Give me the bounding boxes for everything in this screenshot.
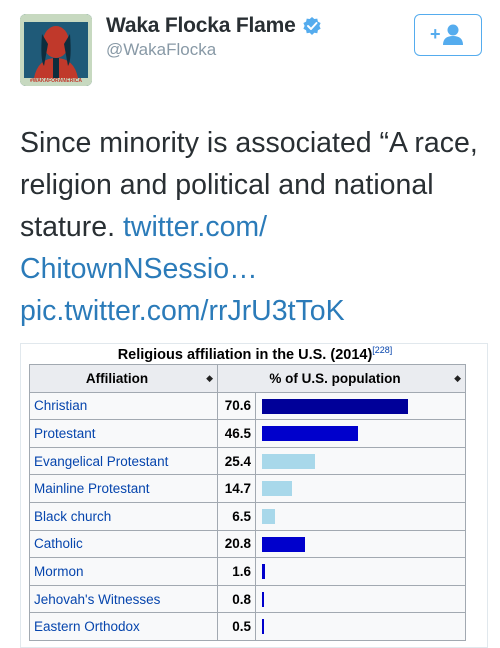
affiliation-bar-cell [255,557,466,586]
affiliation-name[interactable]: Jehovah's Witnesses [29,584,218,614]
table-row: Eastern Orthodox 0.5 [29,612,466,641]
follow-button[interactable]: + [414,14,482,56]
table-body: Christian 70.6 Protestant 46.5 Evangelical P… [29,391,466,641]
affiliation-bar-cell [255,474,466,503]
affiliation-percent: 0.5 [217,612,256,641]
affiliation-bar [262,536,305,552]
table-caption-text: Religious affiliation in the U.S. (2014) [117,346,373,363]
affiliation-bar-cell [255,612,466,641]
user-handle[interactable]: @WakaFlocka [106,40,217,59]
affiliation-bar [262,453,315,469]
sort-icon: ◆ [206,372,213,383]
name-row: Waka Flocka Flame [106,14,322,38]
affiliation-percent: 25.4 [217,446,256,476]
affiliation-bar-cell [255,391,466,421]
affiliation-name[interactable]: Evangelical Protestant [29,446,218,476]
table-row: Protestant 46.5 [29,419,466,448]
affiliation-bar-cell [255,446,466,476]
table-row: Catholic 20.8 [29,529,466,559]
affiliation-percent: 6.5 [217,501,256,531]
affiliation-name[interactable]: Christian [29,391,218,421]
affiliation-bar [262,398,408,414]
sort-icon: ◆ [454,372,461,383]
header-affiliation-label: Affiliation [85,370,149,386]
tweet-media-image[interactable]: Religious affiliation in the U.S. (2014)… [20,343,488,648]
tweet-link-pic[interactable]: pic.twitter.com/rrJrU3tToK [20,295,345,327]
table-row: Evangelical Protestant 25.4 [29,446,466,476]
affiliation-bar-cell [255,584,466,614]
table-row: Black church 6.5 [29,501,466,531]
avatar[interactable]: #WAKAFORAMERICA [20,14,92,86]
affiliation-name[interactable]: Protestant [29,419,218,448]
table-caption-ref: [228] [372,345,393,355]
affiliation-name[interactable]: Eastern Orthodox [29,612,218,641]
affiliation-percent: 46.5 [217,419,256,448]
affiliation-name[interactable]: Mormon [29,557,218,586]
affiliation-name[interactable]: Mainline Protestant [29,474,218,503]
affiliation-bar [262,508,276,524]
affiliation-bar [262,591,264,607]
affiliation-percent: 0.8 [217,584,256,614]
affiliation-bar [262,426,359,442]
affiliation-bar-cell [255,419,466,448]
svg-text:+: + [430,24,441,44]
affiliation-bar [262,619,264,635]
verified-badge-icon [302,16,322,36]
table-caption: Religious affiliation in the U.S. (2014)… [21,344,487,363]
affiliation-percent: 70.6 [217,391,256,421]
table-row: Jehovah's Witnesses 0.8 [29,584,466,614]
display-name[interactable]: Waka Flocka Flame [106,14,296,37]
affiliation-name[interactable]: Catholic [29,529,218,559]
follow-icon: + [428,22,468,49]
affiliation-name[interactable]: Black church [29,501,218,531]
header-percent-label: % of U.S. population [269,370,401,386]
tweet-text: Since minority is associated “A race, re… [20,122,485,332]
affiliation-bar [262,564,266,580]
table-row: Christian 70.6 [29,391,466,421]
affiliation-percent: 1.6 [217,557,256,586]
header-percent: % of U.S. population ◆ [217,364,466,393]
tweet-header: #WAKAFORAMERICA Waka Flocka Flame @WakaF… [20,14,482,94]
affiliation-percent: 14.7 [217,474,256,503]
affiliation-bar-cell [255,501,466,531]
avatar-caption: #WAKAFORAMERICA [30,78,82,84]
affiliation-percent: 20.8 [217,529,256,559]
header-affiliation: Affiliation ◆ [29,364,218,393]
avatar-portrait [20,14,92,86]
table-row: Mainline Protestant 14.7 [29,474,466,503]
table-row: Mormon 1.6 [29,557,466,586]
affiliation-bar [262,481,293,497]
tweet-body: Since minority is associated “A race, re… [20,127,478,243]
affiliation-bar-cell [255,529,466,559]
religious-affiliation-table: Affiliation ◆ % of U.S. population ◆ Chris… [29,364,466,641]
tweet-link-chitown[interactable]: twitter.com/ ChitownNSessio… [20,211,268,285]
